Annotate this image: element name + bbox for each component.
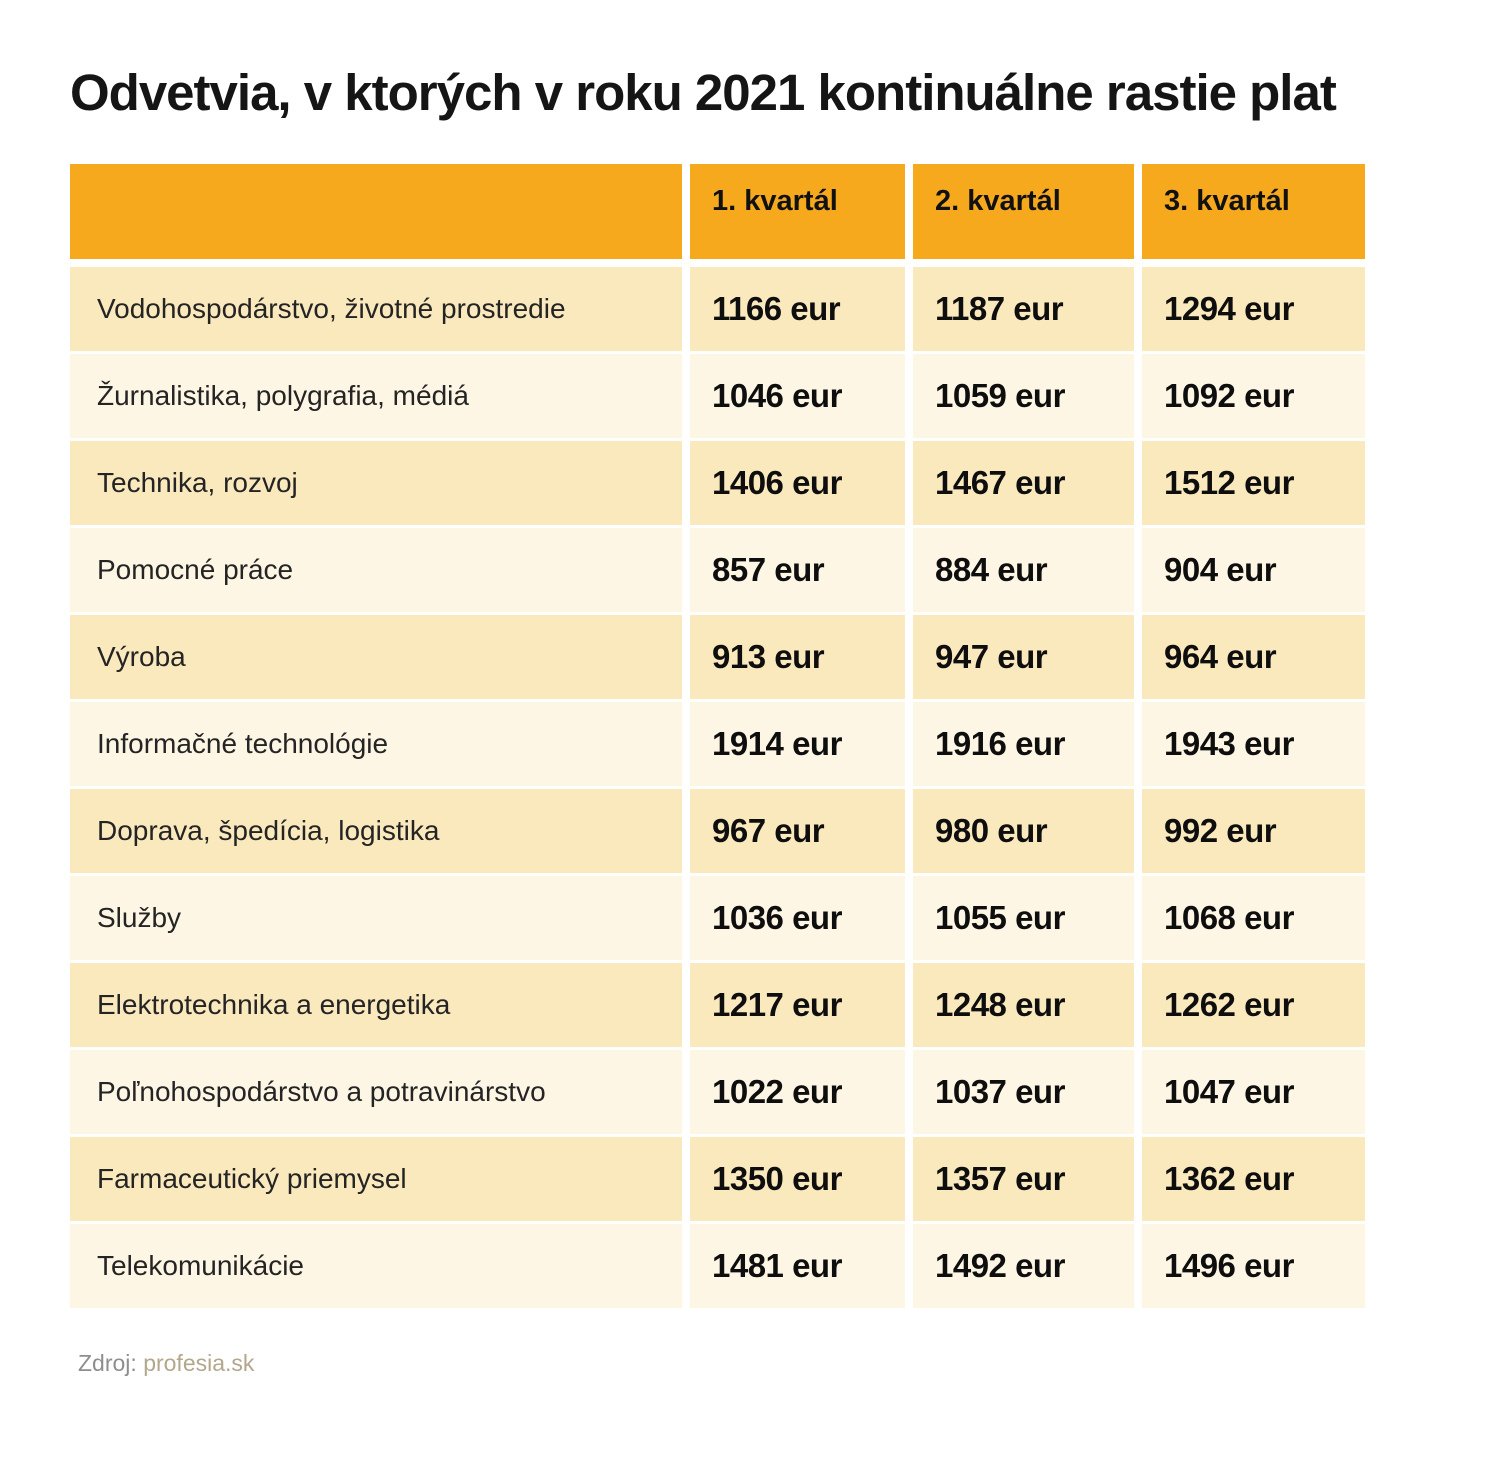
infographic-page: Odvetvia, v ktorých v roku 2021 kontinuá… <box>0 62 1500 1479</box>
row-label: Informačné technológie <box>70 702 682 786</box>
row-value-q3: 1092 eur <box>1142 354 1365 438</box>
header-cell-empty <box>70 164 682 259</box>
row-value-q3: 904 eur <box>1142 528 1365 612</box>
row-label: Elektrotechnika a energetika <box>70 963 682 1047</box>
row-value-q2: 1248 eur <box>913 963 1134 1047</box>
row-value-q3: 1262 eur <box>1142 963 1365 1047</box>
row-value-q1: 1481 eur <box>690 1224 905 1308</box>
table-row: Služby 1036 eur 1055 eur 1068 eur <box>70 876 1366 960</box>
source-name: profesia.sk <box>143 1350 255 1376</box>
header-cell-q3: 3. kvartál <box>1142 164 1365 259</box>
row-value-q2: 1055 eur <box>913 876 1134 960</box>
row-value-q1: 1166 eur <box>690 267 905 351</box>
row-value-q2: 1467 eur <box>913 441 1134 525</box>
salary-table: 1. kvartál 2. kvartál 3. kvartál Vodohos… <box>70 164 1366 1308</box>
row-value-q3: 1068 eur <box>1142 876 1365 960</box>
header-cell-q2: 2. kvartál <box>913 164 1134 259</box>
row-label: Technika, rozvoj <box>70 441 682 525</box>
row-value-q3: 1047 eur <box>1142 1050 1365 1134</box>
table-row: Pomocné práce 857 eur 884 eur 904 eur <box>70 528 1366 612</box>
row-label: Výroba <box>70 615 682 699</box>
row-value-q3: 992 eur <box>1142 789 1365 873</box>
table-header-row: 1. kvartál 2. kvartál 3. kvartál <box>70 164 1366 259</box>
row-value-q2: 1037 eur <box>913 1050 1134 1134</box>
table-row: Technika, rozvoj 1406 eur 1467 eur 1512 … <box>70 441 1366 525</box>
page-title: Odvetvia, v ktorých v roku 2021 kontinuá… <box>70 64 1337 121</box>
row-value-q2: 1357 eur <box>913 1137 1134 1221</box>
table-row: Poľnohospodárstvo a potravinárstvo 1022 … <box>70 1050 1366 1134</box>
table-row: Informačné technológie 1914 eur 1916 eur… <box>70 702 1366 786</box>
row-value-q2: 1492 eur <box>913 1224 1134 1308</box>
row-label: Telekomunikácie <box>70 1224 682 1308</box>
table-row: Farmaceutický priemysel 1350 eur 1357 eu… <box>70 1137 1366 1221</box>
row-label: Pomocné práce <box>70 528 682 612</box>
row-value-q1: 1350 eur <box>690 1137 905 1221</box>
row-value-q2: 947 eur <box>913 615 1134 699</box>
row-value-q3: 1943 eur <box>1142 702 1365 786</box>
table-row: Telekomunikácie 1481 eur 1492 eur 1496 e… <box>70 1224 1366 1308</box>
row-value-q3: 1294 eur <box>1142 267 1365 351</box>
row-value-q2: 884 eur <box>913 528 1134 612</box>
row-label: Služby <box>70 876 682 960</box>
row-value-q1: 967 eur <box>690 789 905 873</box>
source-caption: Zdroj: profesia.sk <box>78 1350 1430 1377</box>
row-value-q2: 1916 eur <box>913 702 1134 786</box>
row-value-q3: 1362 eur <box>1142 1137 1365 1221</box>
row-value-q2: 1187 eur <box>913 267 1134 351</box>
row-value-q1: 1036 eur <box>690 876 905 960</box>
table-row: Elektrotechnika a energetika 1217 eur 12… <box>70 963 1366 1047</box>
source-label: Zdroj: <box>78 1350 137 1376</box>
table-row: Žurnalistika, polygrafia, médiá 1046 eur… <box>70 354 1366 438</box>
row-value-q2: 980 eur <box>913 789 1134 873</box>
row-value-q2: 1059 eur <box>913 354 1134 438</box>
row-value-q3: 1496 eur <box>1142 1224 1365 1308</box>
row-label: Žurnalistika, polygrafia, médiá <box>70 354 682 438</box>
table-row: Doprava, špedícia, logistika 967 eur 980… <box>70 789 1366 873</box>
row-label: Farmaceutický priemysel <box>70 1137 682 1221</box>
row-value-q3: 1512 eur <box>1142 441 1365 525</box>
row-label: Poľnohospodárstvo a potravinárstvo <box>70 1050 682 1134</box>
row-value-q1: 913 eur <box>690 615 905 699</box>
row-value-q1: 1046 eur <box>690 354 905 438</box>
row-value-q1: 1217 eur <box>690 963 905 1047</box>
table-row: Vodohospodárstvo, životné prostredie 116… <box>70 267 1366 351</box>
row-value-q1: 1406 eur <box>690 441 905 525</box>
table-row: Výroba 913 eur 947 eur 964 eur <box>70 615 1366 699</box>
row-label: Vodohospodárstvo, životné prostredie <box>70 267 682 351</box>
row-value-q1: 1022 eur <box>690 1050 905 1134</box>
row-value-q3: 964 eur <box>1142 615 1365 699</box>
row-value-q1: 857 eur <box>690 528 905 612</box>
row-label: Doprava, špedícia, logistika <box>70 789 682 873</box>
row-value-q1: 1914 eur <box>690 702 905 786</box>
header-cell-q1: 1. kvartál <box>690 164 905 259</box>
